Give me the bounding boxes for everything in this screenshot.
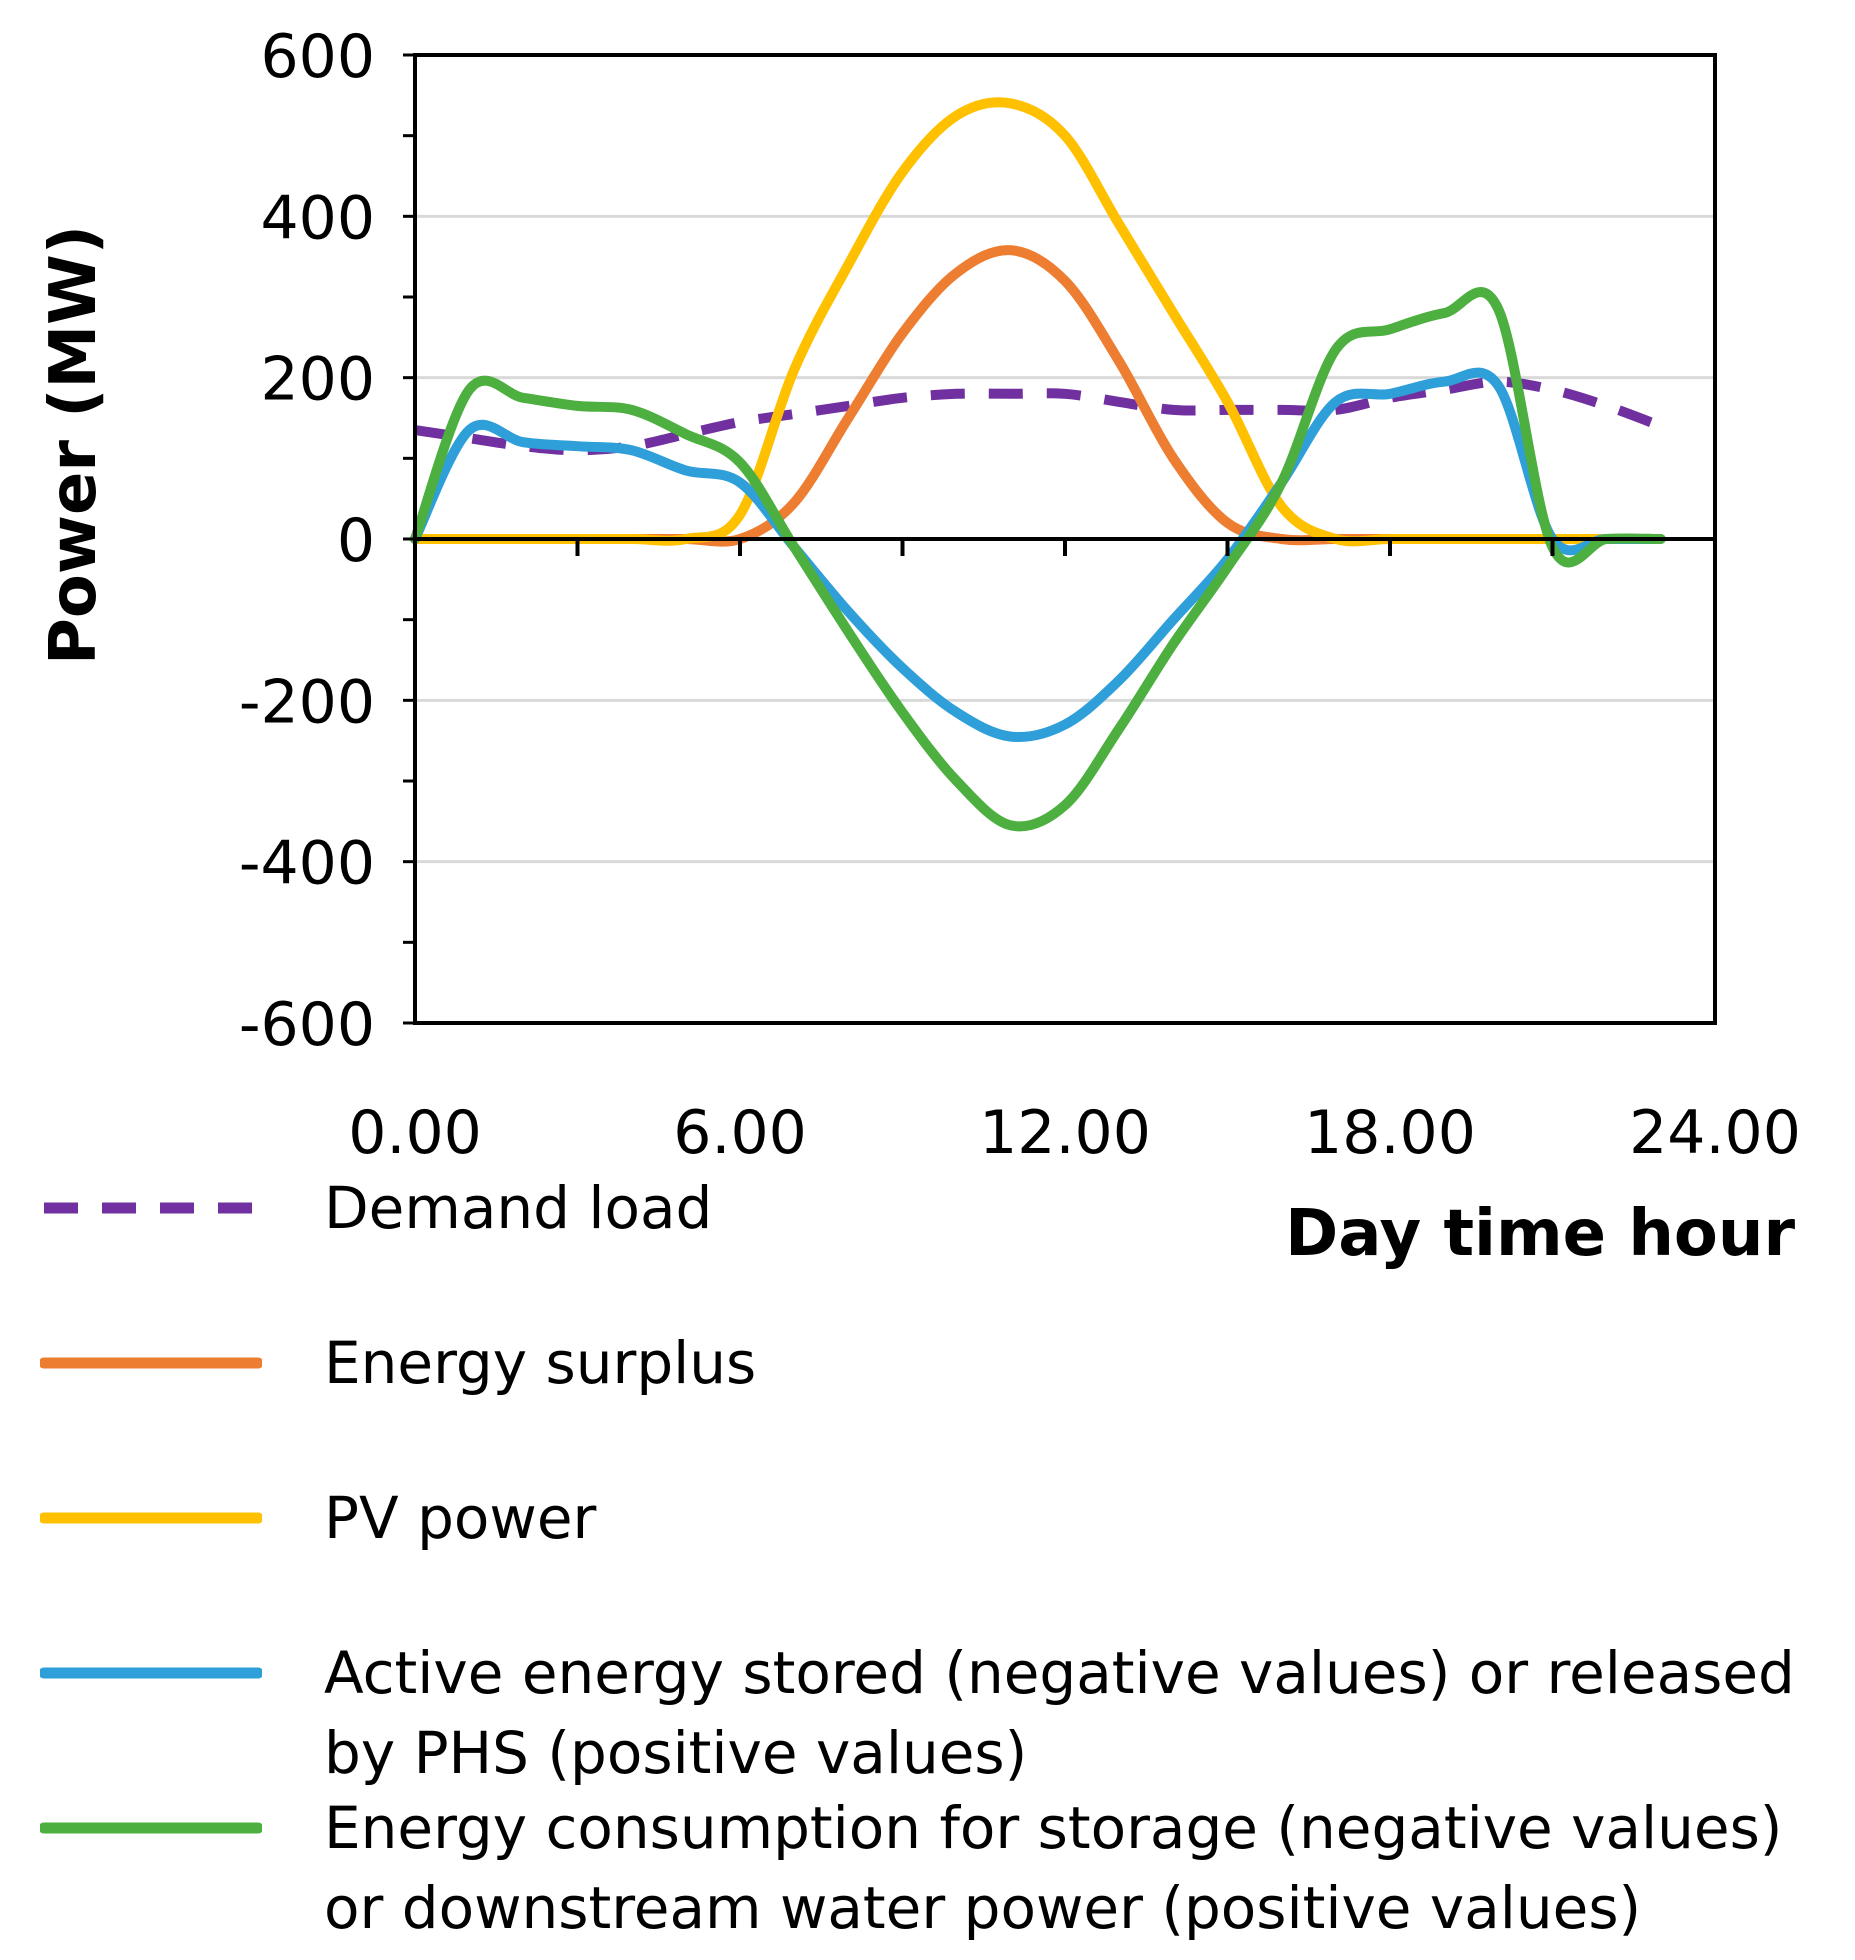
series-active-energy-stored-negative-values-or- xyxy=(410,367,1666,743)
tick-labels: 600 400 200 0 -200 -400 -600 0.00 6.00 12.00 18.00… xyxy=(239,22,1801,1168)
series-line-pv-power xyxy=(410,97,1666,547)
series-line-active-energy-stored-negative-values-or- xyxy=(410,367,1666,743)
x-tick-label-18-00: 18.00 xyxy=(1304,1098,1476,1168)
x-tick-label-6-00: 6.00 xyxy=(673,1098,807,1168)
x-tick-label-0-00: 0.00 xyxy=(348,1098,482,1168)
y-tick-label-400: -400 xyxy=(239,829,375,899)
x-tick-label-12-00: 12.00 xyxy=(979,1098,1151,1168)
series-pv-power xyxy=(410,97,1666,547)
x-axis-title: Day time hour xyxy=(1285,1197,1795,1271)
y-tick-label-0: 0 xyxy=(337,506,375,576)
series-line-demand-load xyxy=(414,376,1663,456)
x-tick-label-24-00: 24.00 xyxy=(1629,1098,1801,1168)
axes xyxy=(403,53,1717,1025)
y-tick-label-600: -600 xyxy=(239,990,375,1060)
y-tick-label-400: 400 xyxy=(260,183,375,253)
y-axis-title: Power (MW) xyxy=(37,225,111,665)
series-lines xyxy=(410,97,1666,832)
y-tick-label-600: 600 xyxy=(260,22,375,92)
series-energy-consumption-for-storage-negative- xyxy=(410,287,1666,832)
y-tick-label-200: -200 xyxy=(239,667,375,737)
series-demand-load xyxy=(414,376,1663,456)
y-tick-label-200: 200 xyxy=(260,345,375,415)
series-line-energy-consumption-for-storage-negative- xyxy=(410,287,1666,832)
